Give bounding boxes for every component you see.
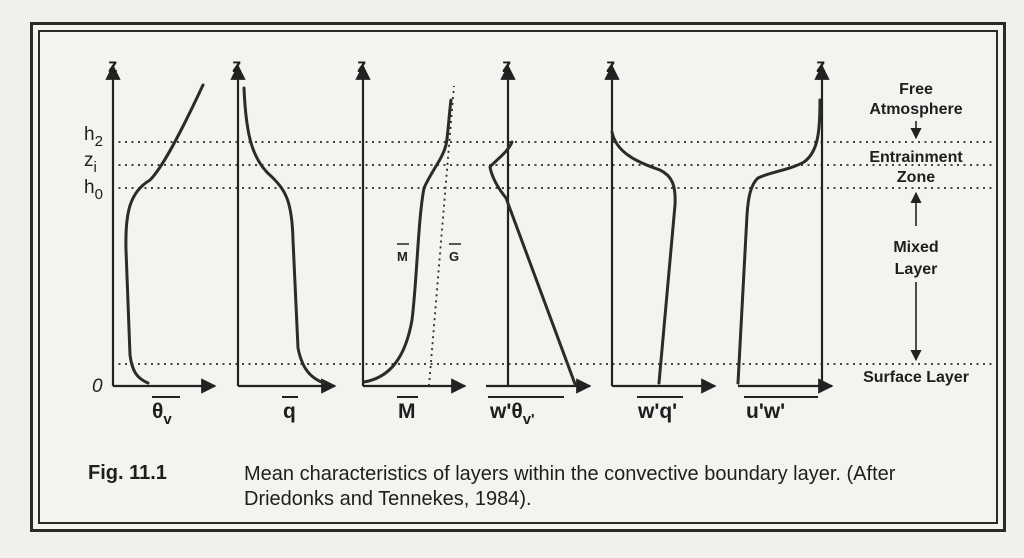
free-atmosphere-label-line1: Free [899,81,933,98]
z-axis-label: z [108,56,118,77]
x-axis-label: u'w' [746,400,785,423]
layer-labels: Free Atmosphere Entrainment Zone Mixed L… [863,81,969,386]
geostrophic-wind-line [428,85,455,387]
panel-q: z q [230,56,337,423]
figure-number: Fig. 11.1 [88,462,167,484]
mixed-layer-label-line1: Mixed [893,239,938,256]
origin-label: 0 [92,376,103,397]
x-axis-label: M [398,400,416,423]
entrainment-zone-label-line2: Zone [897,169,935,186]
figure-caption: Mean characteristics of layers within th… [244,463,896,510]
figure-inner-frame [38,30,998,524]
h2-label: h2 [84,124,103,150]
x-axis-label: θv [152,400,172,428]
x-axis-label: w'θv' [489,400,535,428]
w-theta-v-profile [488,140,577,386]
m-curve-label: M [397,249,408,264]
w-q-profile [610,130,677,385]
h0-label: h0 [84,177,103,203]
x-axis-label: q [283,400,296,423]
u-w-profile [736,98,822,385]
z-axis-label: z [232,56,242,77]
g-curve-label: G [449,249,459,264]
m-profile [362,98,453,384]
z-axis-label: z [816,56,826,77]
z-axis-label: z [357,56,367,77]
x-axis-label: w'q' [637,400,677,423]
entrainment-zone-label-line1: Entrainment [869,149,963,166]
free-atmosphere-label-line2: Atmosphere [869,101,962,118]
mixed-layer-label-line2: Layer [895,261,938,278]
q-profile [242,86,326,385]
z-axis-label: z [606,56,616,77]
panel-w-theta-v: z w'θv' [486,56,592,428]
panel-w-q: z w'q' [604,56,717,423]
panel-theta-v: z θv [105,56,217,428]
theta-v-profile [124,83,205,385]
zi-label: zi [84,150,97,176]
surface-layer-label: Surface Layer [863,369,969,386]
panel-u-w: z u'w' [736,56,834,423]
panel-m: z M G M [355,56,467,423]
z-axis-label: z [502,56,512,77]
